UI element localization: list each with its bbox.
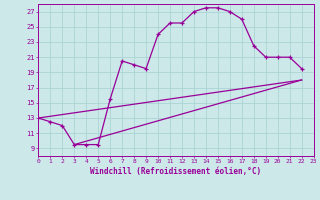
X-axis label: Windchill (Refroidissement éolien,°C): Windchill (Refroidissement éolien,°C)	[91, 167, 261, 176]
